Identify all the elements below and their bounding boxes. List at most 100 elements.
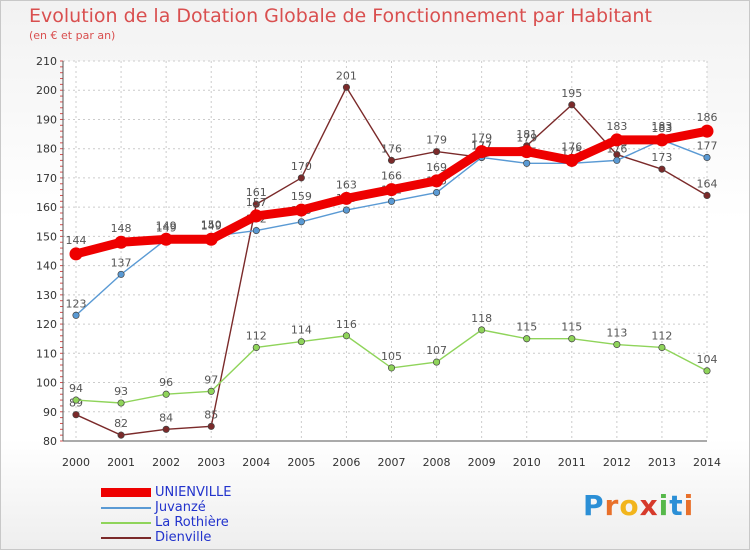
data-point <box>339 191 353 205</box>
legend-item: La Rothière <box>101 515 231 530</box>
data-label: 176 <box>561 140 582 153</box>
data-point <box>294 203 308 217</box>
data-point <box>297 338 305 346</box>
data-point <box>523 335 531 343</box>
data-label: 104 <box>697 353 718 366</box>
data-label: 85 <box>204 408 218 421</box>
data-point <box>117 431 125 439</box>
data-point <box>204 232 218 246</box>
x-tick-label: 2013 <box>648 456 676 469</box>
logo-letter: x <box>639 489 659 522</box>
data-label: 105 <box>381 350 402 363</box>
data-label: 123 <box>66 297 87 310</box>
data-point <box>252 200 260 208</box>
data-point <box>613 340 621 349</box>
data-label: 115 <box>561 321 582 334</box>
data-label: 159 <box>291 190 312 203</box>
x-tick-label: 2001 <box>107 456 135 469</box>
data-label: 114 <box>291 324 312 337</box>
data-point <box>342 206 350 214</box>
data-point <box>387 197 396 205</box>
data-label: 166 <box>381 170 402 183</box>
logo-letter: i <box>658 489 670 522</box>
chart-subtitle: (en € et par an) <box>29 29 116 42</box>
x-tick-label: 2006 <box>332 456 360 469</box>
data-point <box>252 226 260 235</box>
x-tick-label: 2014 <box>693 456 721 469</box>
data-point <box>207 387 215 395</box>
data-point <box>433 148 441 156</box>
data-point <box>385 183 398 197</box>
data-label: 186 <box>697 111 718 124</box>
x-tick-label: 2007 <box>378 456 406 469</box>
data-point <box>117 399 125 407</box>
y-tick-label: 160 <box>36 201 57 214</box>
data-label: 179 <box>516 132 537 145</box>
data-label: 183 <box>651 120 672 133</box>
data-label: 177 <box>697 139 718 152</box>
legend-item: Dienville <box>101 530 231 545</box>
data-point <box>159 232 173 246</box>
y-tick-label: 190 <box>36 113 57 126</box>
legend-label: UNIENVILLE <box>155 485 232 500</box>
legend-swatch-dienville <box>101 536 151 539</box>
data-point <box>342 332 350 340</box>
data-label: 170 <box>291 160 312 173</box>
y-tick-label: 130 <box>36 289 57 302</box>
data-label: 179 <box>426 134 447 147</box>
data-point <box>703 191 711 200</box>
data-label: 137 <box>111 256 132 269</box>
data-point <box>162 425 170 433</box>
data-label: 96 <box>159 376 173 389</box>
data-point <box>433 358 441 366</box>
data-label: 169 <box>426 161 447 174</box>
data-point <box>478 326 486 334</box>
data-label: 183 <box>606 120 627 133</box>
y-tick-label: 120 <box>36 318 57 331</box>
data-point <box>72 411 80 419</box>
data-label: 149 <box>156 221 177 234</box>
data-point <box>297 218 305 226</box>
y-tick-label: 80 <box>43 435 57 448</box>
data-label: 97 <box>204 373 218 386</box>
data-point <box>117 270 125 278</box>
data-label: 144 <box>66 234 87 247</box>
data-point <box>703 153 711 162</box>
y-tick-label: 110 <box>36 347 57 360</box>
x-tick-label: 2004 <box>242 456 270 469</box>
data-point <box>72 396 80 404</box>
data-label: 94 <box>69 382 83 395</box>
legend-item: Juvanzé <box>101 500 231 515</box>
data-point <box>297 174 305 182</box>
legend-label: Juvanzé <box>155 500 206 515</box>
data-label: 195 <box>561 87 582 100</box>
data-point <box>610 133 624 147</box>
data-point <box>69 247 83 261</box>
data-point <box>252 343 260 352</box>
x-tick-label: 2000 <box>62 456 90 469</box>
data-point <box>207 422 215 430</box>
legend-swatch-unienville <box>101 488 151 497</box>
x-tick-label: 2012 <box>603 456 631 469</box>
data-label: 93 <box>114 385 128 398</box>
x-tick-label: 2010 <box>513 456 541 469</box>
data-label: 113 <box>606 327 627 340</box>
logo-letter: r <box>604 489 620 522</box>
data-label: 161 <box>246 186 267 199</box>
y-tick-label: 200 <box>36 84 57 97</box>
legend-swatch-la-rothiere <box>101 521 151 524</box>
data-point <box>249 209 263 223</box>
logo-letter: P <box>583 489 605 522</box>
data-label: 157 <box>246 196 267 209</box>
data-point <box>72 311 80 319</box>
legend-item: UNIENVILLE <box>101 485 231 500</box>
data-label: 112 <box>651 329 672 342</box>
logo-letter: t <box>669 489 684 522</box>
data-label: 179 <box>471 132 492 145</box>
data-label: 181 <box>516 128 537 141</box>
data-point <box>162 390 170 398</box>
data-point <box>658 343 666 352</box>
data-point <box>655 133 669 147</box>
x-tick-label: 2002 <box>152 456 180 469</box>
